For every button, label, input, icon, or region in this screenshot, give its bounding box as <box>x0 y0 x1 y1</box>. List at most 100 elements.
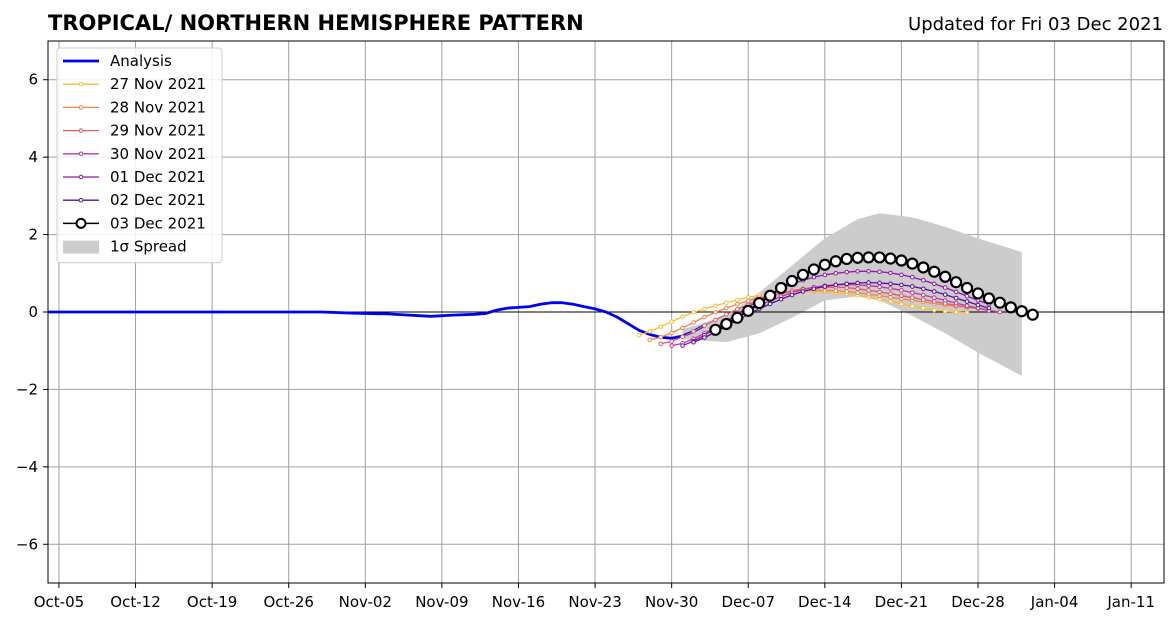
analysis-line <box>48 301 706 340</box>
series-point <box>960 281 974 295</box>
series-point <box>709 323 722 336</box>
series-point <box>844 269 850 275</box>
series-point <box>899 301 904 307</box>
series-point <box>680 343 685 348</box>
series-point <box>931 289 937 294</box>
series-point <box>800 289 806 294</box>
series-point <box>844 289 850 294</box>
x-tick-label: Oct-12 <box>110 593 160 611</box>
series-point <box>811 286 817 292</box>
series-point <box>920 277 926 283</box>
x-tick-label: Jan-04 <box>1030 593 1079 611</box>
legend-marker <box>75 217 87 229</box>
series-point <box>877 280 882 286</box>
series-point <box>964 293 970 299</box>
series-point <box>713 317 718 323</box>
series-point <box>910 274 915 280</box>
legend: Analysis 27 Nov 2021 28 Nov 2021 29 Nov 202… <box>56 47 223 264</box>
series-point <box>720 317 733 331</box>
series-point <box>1026 308 1039 321</box>
series-point <box>1015 305 1028 318</box>
y-tick-label: 2 <box>28 226 38 244</box>
legend-label: 27 Nov 2021 <box>110 75 206 93</box>
y-tick-label: 6 <box>28 71 38 89</box>
series-point <box>658 324 664 330</box>
y-axis: −6 −4 −2 0 2 4 6 <box>16 71 48 553</box>
series-point <box>866 280 871 285</box>
series-point <box>840 252 853 266</box>
series-point <box>942 308 948 314</box>
y-tick-label: −2 <box>16 380 38 398</box>
legend-marker <box>78 174 84 180</box>
legend-marker <box>78 105 84 110</box>
series-point <box>724 300 729 306</box>
x-tick-label: Oct-19 <box>187 593 237 611</box>
x-tick-label: Dec-28 <box>951 593 1005 611</box>
series-point <box>702 314 707 320</box>
series-point <box>950 276 963 289</box>
series-point <box>785 274 799 288</box>
series-point <box>971 287 985 300</box>
y-tick-label: −4 <box>16 458 38 476</box>
series-point <box>669 330 674 336</box>
series-point <box>917 261 930 274</box>
legend-marker <box>78 197 84 203</box>
series-point <box>669 319 674 324</box>
series-point <box>993 296 1006 309</box>
series-point <box>953 309 959 315</box>
legend-label: 02 Dec 2021 <box>110 191 206 209</box>
series-point <box>855 290 860 295</box>
series-point <box>964 310 970 316</box>
series-point <box>789 292 795 298</box>
series-point <box>866 269 871 274</box>
series-point <box>910 303 915 309</box>
series-point <box>888 286 893 291</box>
x-tick-label: Nov-16 <box>492 593 545 611</box>
series-point <box>884 252 897 265</box>
series-point <box>833 270 839 276</box>
series-point <box>920 305 926 311</box>
series-point <box>877 269 882 275</box>
series-point <box>931 295 937 300</box>
series-point <box>855 269 860 274</box>
series-point <box>866 288 871 293</box>
series-point <box>724 305 729 311</box>
series-point <box>680 334 685 340</box>
series-point <box>745 298 751 304</box>
series-point <box>691 320 696 325</box>
series-point <box>767 301 773 307</box>
series-point <box>851 251 864 264</box>
x-tick-label: Nov-30 <box>645 593 698 611</box>
series-point <box>953 295 959 301</box>
series-point <box>753 296 766 310</box>
series-point <box>942 292 948 297</box>
series-point <box>888 281 893 287</box>
x-tick-label: Dec-14 <box>798 593 852 611</box>
series-point <box>691 329 696 334</box>
series-point <box>862 251 875 264</box>
series-point <box>713 310 718 315</box>
series-point <box>899 272 904 278</box>
series-point <box>818 258 831 271</box>
x-tick-label: Oct-26 <box>263 593 313 611</box>
series-point <box>731 311 744 324</box>
forecast-series-layer <box>636 251 1039 348</box>
series-point <box>873 251 886 264</box>
series-point <box>734 301 740 307</box>
series-point <box>822 272 828 278</box>
series-point <box>928 265 941 278</box>
series-point <box>910 284 915 289</box>
series-point <box>774 281 788 295</box>
series-point <box>931 281 937 287</box>
series-point <box>953 300 959 306</box>
series-point <box>888 291 893 297</box>
series-point <box>1004 301 1017 314</box>
series-point <box>658 334 664 340</box>
series-point <box>764 289 777 302</box>
series-point <box>658 341 664 347</box>
series-point <box>702 323 707 328</box>
legend-label: 29 Nov 2021 <box>110 122 206 140</box>
y-tick-label: 0 <box>28 303 38 321</box>
series-point <box>811 274 817 280</box>
